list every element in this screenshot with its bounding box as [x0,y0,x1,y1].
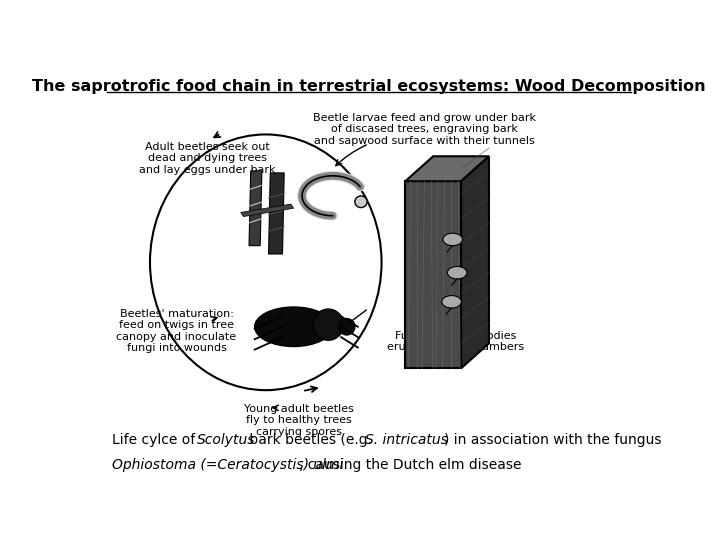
Text: Beetle larvae feed and grow under bark
of discased trees, engraving bark
and sap: Beetle larvae feed and grow under bark o… [313,113,536,146]
Text: Scolytus: Scolytus [197,433,255,447]
Polygon shape [405,181,461,368]
Text: Life cylce of: Life cylce of [112,433,200,447]
Polygon shape [405,156,489,181]
Polygon shape [461,156,489,368]
Text: Ophiostoma (=Ceratocystis) ulmi: Ophiostoma (=Ceratocystis) ulmi [112,458,343,472]
Polygon shape [240,204,294,217]
Ellipse shape [443,233,462,246]
Text: , causing the Dutch elm disease: , causing the Dutch elm disease [299,458,521,472]
Ellipse shape [442,295,462,308]
Text: Beetles' maturation:
feed on twigs in tree
canopy and inoculate
fungi into wound: Beetles' maturation: feed on twigs in tr… [117,308,237,353]
Ellipse shape [338,319,355,335]
Polygon shape [249,171,262,246]
Ellipse shape [447,266,467,279]
Text: ) in association with the fungus: ) in association with the fungus [444,433,661,447]
Polygon shape [269,173,284,254]
Text: bark beetles (e.g.: bark beetles (e.g. [245,433,377,447]
Ellipse shape [255,307,333,347]
Text: Young adult beetles
fly to healthy trees
carrying spores: Young adult beetles fly to healthy trees… [244,404,354,437]
Text: S. intricatus: S. intricatus [366,433,449,447]
Text: Fungal fruiting bodies
erupt in pupal chambers: Fungal fruiting bodies erupt in pupal ch… [387,330,524,352]
Ellipse shape [355,196,367,207]
Text: Adult beetles seek out
dead and dying trees
and lay eggs under bark: Adult beetles seek out dead and dying tr… [139,142,276,175]
Ellipse shape [313,309,343,340]
Text: The saprotrofic food chain in terrestrial ecosystems: Wood Decomposition: The saprotrofic food chain in terrestria… [32,79,706,94]
